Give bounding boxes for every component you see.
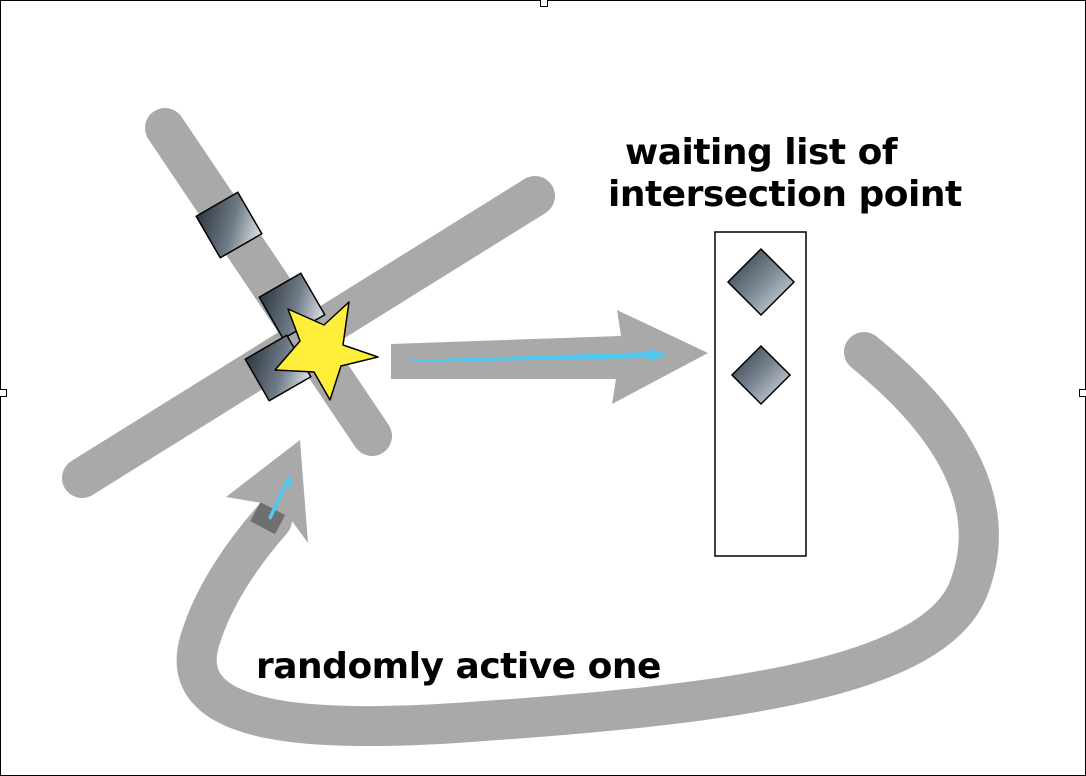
loop-arrow-accent <box>268 474 293 520</box>
diamond-marker-icon <box>730 344 792 406</box>
random-active-label: randomly active one <box>256 646 661 687</box>
diamond-marker-icon <box>726 247 796 317</box>
road-diagonal-down <box>145 108 392 456</box>
star-icon <box>274 301 379 401</box>
square-marker-icon <box>195 191 263 259</box>
loop-arrowhead <box>226 440 308 543</box>
resize-handle-top[interactable] <box>540 0 548 7</box>
return-loop-arrow <box>176 332 999 747</box>
arrow-accent-line <box>410 349 668 362</box>
resize-handle-left[interactable] <box>0 389 7 397</box>
waiting-list-label: waiting list of intersection point <box>608 132 962 216</box>
waiting-list-label-line2: intersection point <box>608 174 962 215</box>
resize-handle-right[interactable] <box>1079 389 1086 397</box>
waiting-list-label-line1: waiting list of <box>624 132 898 173</box>
